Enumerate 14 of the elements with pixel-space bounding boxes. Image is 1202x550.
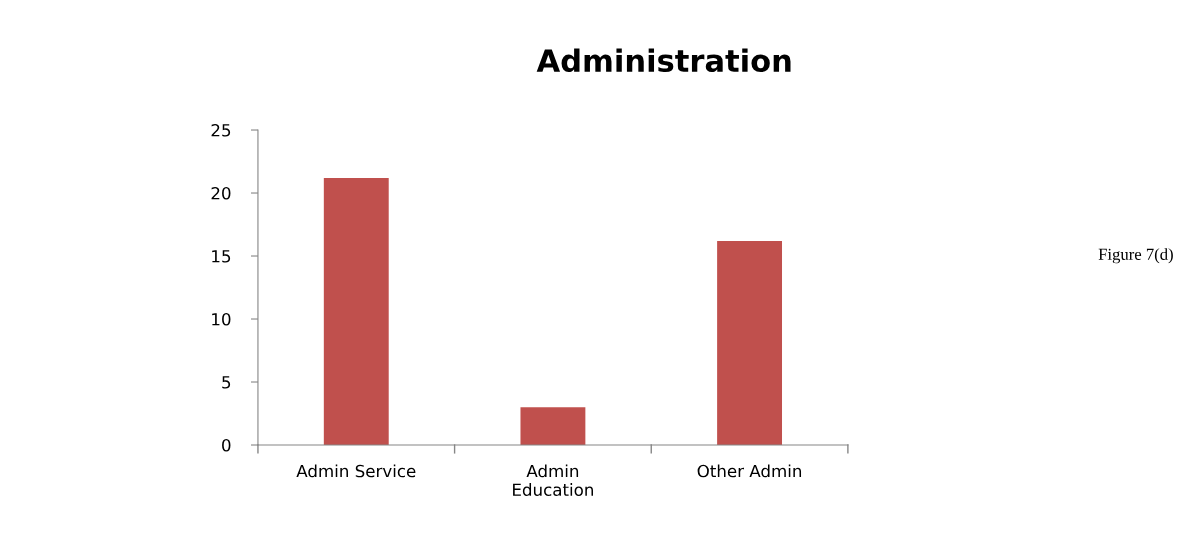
bar: [717, 240, 783, 445]
y-tick-label: 15: [212, 250, 231, 263]
x-tick-label: Admin Education: [513, 464, 593, 497]
bar: [323, 177, 389, 445]
y-tick-label: 25: [211, 123, 231, 137]
y-tick-label: 0: [222, 438, 231, 452]
y-tick-label: 5: [222, 376, 231, 389]
bar: [520, 407, 586, 445]
y-tick-label: 20: [211, 186, 231, 200]
caption: Figure 7(d): [1098, 248, 1173, 264]
chart-title: Administration: [536, 48, 791, 73]
x-tick-label: Other Admin: [697, 464, 802, 478]
y-tick-label: 10: [212, 312, 231, 326]
x-tick-label: Admin Service: [296, 464, 416, 478]
